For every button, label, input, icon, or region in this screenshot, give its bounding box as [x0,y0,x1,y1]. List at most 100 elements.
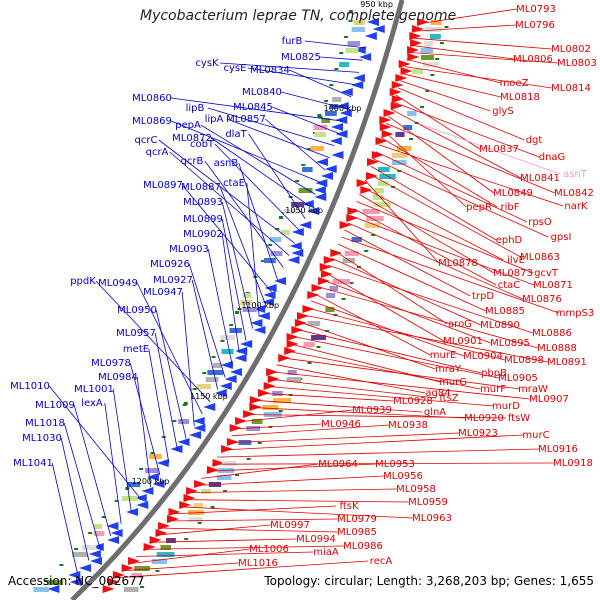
gene-arrow-reverse [136,501,149,509]
leader-line [179,506,413,519]
leader-line [419,123,561,175]
leader-line [289,69,352,98]
gene-block [221,349,234,354]
gene-block [193,503,203,508]
leader-line [415,24,516,32]
leader-line [417,8,517,25]
scale-mark-label: 950 kbp [360,0,393,9]
gene-arrow-reverse [235,347,248,355]
gene-block [160,545,172,550]
gene-arrow-reverse [224,375,237,383]
track-tick [210,506,215,508]
gene-arrow-reverse [68,571,81,579]
leader-line [201,463,319,479]
gene-arrow-reverse [320,172,333,180]
leader-line [226,432,459,444]
gene-block [314,132,326,137]
gene-label-right: ML0895 [490,338,530,349]
scale-tick [125,487,130,490]
gene-label-right: moeZ [500,78,529,89]
gene-arrow-reverse [229,368,242,376]
gene-label-left: ML0903 [169,244,209,255]
gene-label-right: ephD [496,235,523,246]
gene-label-left: ML0926 [150,259,190,270]
leader-line [303,314,548,363]
gene-block [280,230,290,235]
gene-arrow-reverse [141,487,154,495]
gene-label-right: ML0979 [337,514,377,525]
gene-label-right: ftsW [508,413,530,424]
scale-tick [183,402,188,405]
gene-label-right: dgt [526,135,543,146]
track-tick [397,170,402,172]
gene-arrow-forward [330,249,343,257]
leader-line [320,56,363,61]
gene-arrow-reverse [340,88,353,96]
gene-label-left: lipB [186,103,205,114]
gene-label-right: ML0997 [270,520,310,531]
gene-label-left: ML0902 [183,229,223,240]
gene-block [353,20,366,25]
gene-label-right: ML0956 [383,471,423,482]
gene-label-left: ML0957 [116,328,156,339]
gene-arrow-forward [168,508,181,516]
gene-block [156,552,175,557]
gene-label-right: ML0802 [551,44,591,55]
gene-label-left: ML1018 [25,418,65,429]
leader-line [284,350,481,390]
scale-tick [348,10,353,13]
scale-mark-label: 1100 kbp [241,301,279,310]
leader-line [245,414,507,419]
gene-block [411,69,423,74]
gene-arrow-forward [383,109,396,117]
gene-label-left: cysK [195,58,219,69]
gene-arrow-reverse [359,53,372,61]
gene-arrow-reverse [257,312,270,320]
gene-block [93,531,105,536]
gene-arrow-forward [356,179,369,187]
gene-label-right: recA [370,556,393,567]
track-tick [140,586,145,588]
gene-block [302,167,313,172]
gene-arrow-forward [267,375,280,383]
gene-block [329,104,339,109]
track-tick [409,138,414,140]
leader-lines [48,8,564,579]
leader-line [276,364,426,394]
gene-label-right: mraY [435,364,462,375]
gene-block [291,202,305,207]
track-tick [425,90,430,92]
leader-line [155,524,271,536]
gene-arrow-forward [226,438,239,446]
track-tick [59,564,64,566]
gene-block [82,545,97,550]
leader-line [171,120,321,183]
track-tick [235,474,240,476]
leader-line [356,201,534,274]
gene-arrow-forward [318,277,331,285]
leader-line [161,527,338,533]
gene-block [347,41,360,46]
leader-line [200,124,316,195]
leader-line [367,172,521,258]
gene-arrow-reverse [250,319,263,327]
leader-line [136,551,314,557]
leader-line [310,300,464,357]
gene-block [262,405,279,410]
gene-label-right: murC [522,430,549,441]
leader-line [169,151,290,256]
gene-arrow-reverse [90,557,103,565]
gene-arrow-reverse [214,389,227,397]
track-tick [202,372,207,374]
gene-label-right: glnA [424,407,446,418]
leader-line [154,332,178,451]
gene-label-right: pepR [466,202,492,213]
leader-line [328,265,533,334]
track-tick [74,548,79,550]
gene-arrow-reverse [307,207,320,215]
track-tick [420,106,425,108]
leader-line [280,357,521,390]
leader-line [112,388,132,512]
gene-label-left: ML0893 [183,197,223,208]
gene-arrow-forward [263,382,276,390]
